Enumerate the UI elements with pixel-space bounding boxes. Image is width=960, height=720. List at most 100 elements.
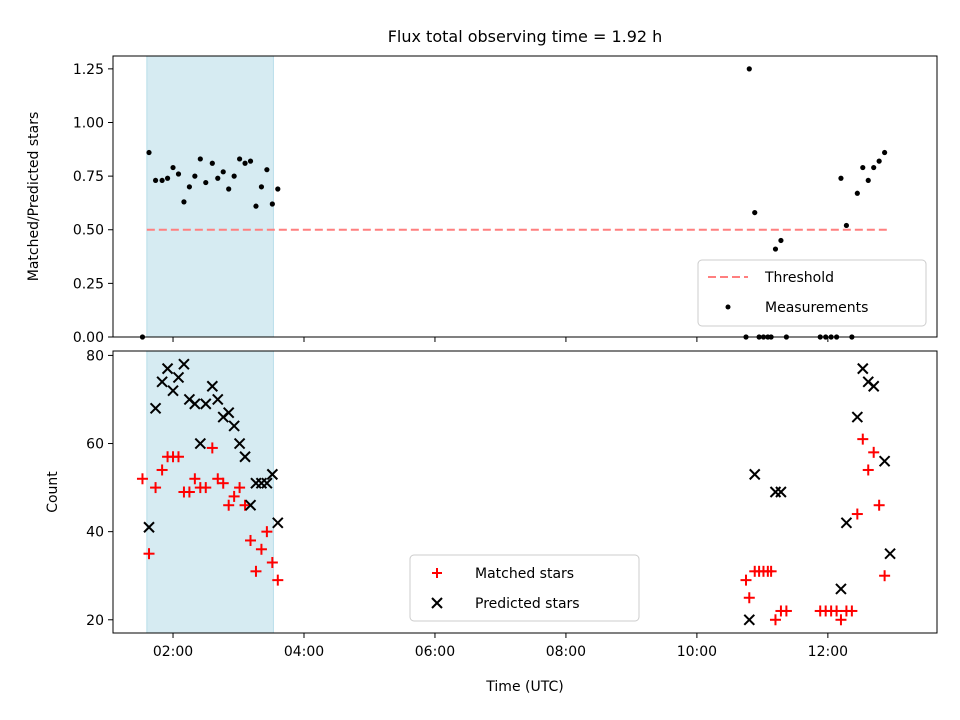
measurement-point — [159, 177, 165, 184]
predicted-star-point — [189, 398, 201, 410]
bottom-x-axis-ticks: 02:00 04:00 06:00 08:00 10:00 12:00 — [153, 633, 848, 660]
x-axis-label: Time (UTC) — [485, 679, 563, 695]
matched-star-point — [743, 592, 755, 604]
measurement-point — [175, 171, 182, 177]
bottom-legend-frame — [409, 554, 640, 622]
matched-star-point — [200, 482, 212, 494]
predicted-star-point — [161, 362, 174, 375]
top-legend: Threshold Measurements — [697, 259, 927, 327]
top-y-tick-label: 0.75 — [73, 169, 104, 185]
legend-measurements-label: Measurements — [765, 300, 868, 316]
measurement-point — [772, 246, 779, 252]
matched-star-point — [765, 565, 777, 577]
top-legend-frame — [697, 259, 927, 327]
top-y-axis-ticks: 0.00 0.25 0.50 0.75 1.00 1.25 — [73, 62, 113, 346]
matched-star-point — [868, 446, 880, 458]
measurement-point — [242, 160, 248, 166]
measurement-point — [746, 66, 752, 72]
predicted-star-point — [867, 380, 880, 392]
measurement-point — [197, 156, 203, 162]
predicted-star-point — [244, 499, 257, 511]
predicted-star-point — [206, 380, 219, 392]
top-y-tick-label: 1.25 — [73, 62, 104, 78]
top-y-axis-label: Matched/Predicted stars — [26, 112, 42, 282]
measurement-point — [258, 184, 265, 190]
bottom-y-tick-label: 20 — [86, 613, 104, 629]
measurement-point — [865, 177, 871, 184]
measurement-point — [203, 179, 209, 186]
measurement-point — [882, 149, 888, 156]
measurement-point — [264, 167, 270, 173]
predicted-star-point — [149, 402, 162, 414]
measurement-point — [231, 173, 237, 179]
bottom-x-tick-label: 04:00 — [284, 644, 324, 660]
top-y-tick-label: 0.00 — [73, 330, 104, 346]
legend-predicted-swatch — [431, 597, 443, 609]
top-x-axis-ticks — [172, 337, 829, 342]
matched-star-point — [156, 464, 168, 476]
top-y-tick-label: 1.00 — [73, 115, 104, 131]
predicted-star-point — [212, 393, 224, 406]
matched-star-point — [183, 486, 195, 498]
bottom-y-axis-ticks: 20 40 60 80 — [86, 348, 113, 629]
predicted-star-point — [261, 477, 273, 489]
predicted-star-point — [878, 455, 891, 467]
top-axes-frame — [112, 55, 938, 338]
matched-star-point — [780, 605, 792, 617]
measurement-point — [247, 158, 254, 164]
matched-star-point — [217, 477, 229, 489]
measurement-point — [871, 164, 877, 171]
top-y-tick-label: 0.50 — [73, 223, 104, 239]
bottom-y-axis-label: Count — [45, 471, 61, 513]
observing-window-shade-top — [146, 55, 274, 338]
matched-star-point — [234, 482, 246, 494]
measurement-point — [778, 237, 784, 244]
predicted-star-point — [156, 376, 168, 388]
matched-star-point — [172, 451, 184, 463]
chart-title: Flux total observing time = 1.92 h — [388, 27, 663, 46]
bottom-x-tick-label: 06:00 — [415, 644, 455, 660]
bottom-y-tick-label: 40 — [86, 525, 104, 541]
matched-star-point — [239, 499, 251, 511]
predicted-star-point — [851, 411, 864, 423]
matched-star-point — [851, 508, 863, 520]
predicted-star-point — [835, 583, 847, 595]
measurement-points — [139, 66, 888, 340]
top-panel: 0.00 0.25 0.50 0.75 1.00 1.25 Matched/Predict… — [26, 55, 938, 346]
predicted-star-point — [143, 521, 155, 533]
matched-star-point — [740, 574, 752, 586]
measurement-point — [253, 203, 259, 209]
matched-star-point — [150, 482, 162, 494]
measurement-point — [170, 164, 176, 171]
measurement-point — [226, 186, 232, 192]
matched-star-point — [862, 464, 874, 476]
matched-star-point — [857, 433, 869, 445]
bottom-axes-frame — [112, 350, 938, 634]
measurement-point — [192, 173, 198, 179]
matched-star-point — [250, 565, 262, 577]
bottom-x-tick-label: 12:00 — [808, 644, 848, 660]
measurement-point — [146, 149, 152, 156]
predicted-star-point — [228, 420, 240, 432]
count-points — [136, 358, 896, 626]
matched-star-point — [189, 473, 201, 485]
measurement-point — [854, 190, 860, 196]
measurement-point — [860, 164, 866, 171]
matched-star-point — [136, 473, 148, 485]
measurement-point — [186, 184, 192, 190]
matched-star-point — [769, 614, 781, 626]
predicted-star-point — [857, 362, 869, 375]
observing-window-shade-bottom — [146, 350, 274, 634]
predicted-star-point — [239, 451, 251, 463]
measurement-point — [164, 175, 171, 181]
matched-star-point — [266, 557, 278, 568]
matched-star-point — [272, 574, 284, 586]
predicted-star-point — [200, 398, 212, 410]
matched-star-point — [835, 614, 847, 626]
matched-star-point — [206, 442, 218, 454]
measurement-point — [843, 222, 850, 229]
measurement-point — [152, 177, 159, 184]
bottom-x-tick-label: 10:00 — [677, 644, 717, 660]
